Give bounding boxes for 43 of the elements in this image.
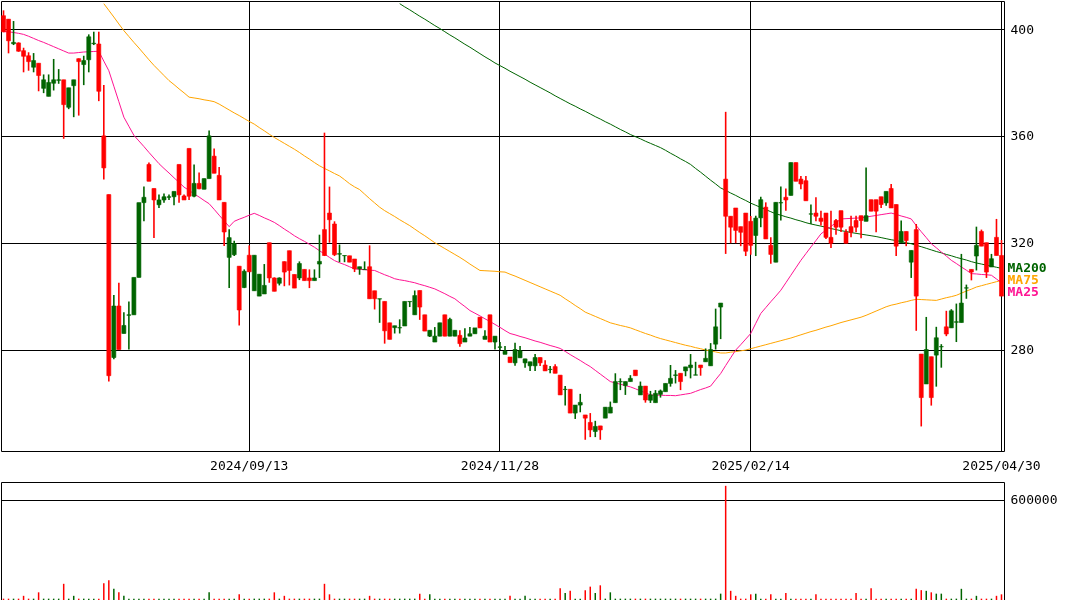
candlestick [151, 187, 157, 239]
y-tick-label: 280 [1010, 342, 1034, 358]
candlestick [713, 307, 718, 351]
candlestick [36, 62, 41, 93]
candlestick [908, 249, 914, 279]
y-tick-label: 320 [1010, 235, 1034, 251]
candlestick [813, 196, 819, 223]
candlestick [261, 263, 267, 295]
candlestick [146, 161, 152, 183]
candlestick [587, 412, 593, 438]
candlestick [11, 20, 16, 46]
x-tick-label: 2025/02/14 [711, 457, 791, 473]
y-tick-label: 360 [1010, 128, 1034, 144]
x-tick-label: 2025/04/30 [962, 457, 1041, 473]
candlestick [944, 309, 949, 337]
candlestick [246, 244, 252, 273]
x-tick-label: 2024/09/13 [210, 457, 289, 473]
x-tick-label: 2024/11/28 [460, 457, 540, 473]
candlestick [562, 385, 568, 407]
candlestick [191, 163, 197, 199]
candlestick [547, 365, 553, 375]
candlestick [577, 393, 583, 414]
y-tick-label: 400 [1010, 21, 1034, 37]
candlestick [567, 388, 573, 414]
candlestick [863, 166, 869, 223]
candlestick [297, 260, 302, 281]
y-tick-label: 600000 [1010, 492, 1058, 508]
candlestick [783, 187, 789, 212]
candlestick [317, 233, 322, 279]
candlestick [718, 302, 723, 340]
candlestick [71, 78, 77, 118]
candlestick [76, 57, 82, 117]
candlestick [377, 297, 382, 324]
candlestick [582, 414, 588, 441]
candlestick [442, 314, 448, 337]
candlestick [808, 203, 814, 225]
candlestick [768, 236, 774, 265]
candlestick [327, 185, 332, 244]
candlestick [898, 219, 904, 244]
candlestick [557, 374, 563, 396]
candlestick [211, 147, 217, 175]
candlestick [31, 52, 36, 74]
candlestick [66, 87, 71, 110]
